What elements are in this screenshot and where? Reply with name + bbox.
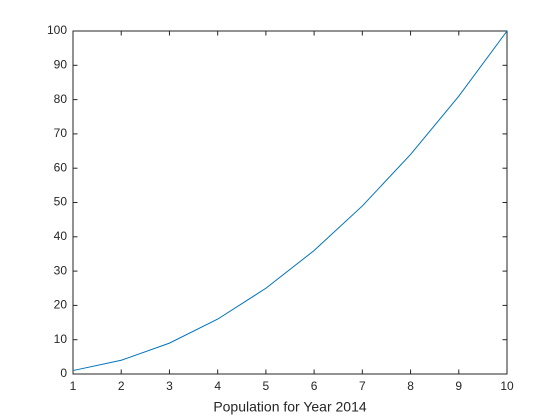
y-tick-label: 70 — [54, 126, 68, 140]
data-line — [72, 30, 508, 372]
axes-box — [72, 30, 508, 375]
y-tick-label: 20 — [54, 298, 68, 312]
y-tick-label: 0 — [60, 366, 67, 380]
x-tick-label: 1 — [70, 379, 77, 393]
y-tick-label: 80 — [54, 92, 68, 106]
x-tick-label: 10 — [500, 379, 514, 393]
x-axis-label: Population for Year 2014 — [213, 399, 367, 415]
y-tick-label: 30 — [54, 263, 68, 277]
y-tick-label: 50 — [54, 195, 68, 209]
y-tick-label: 90 — [54, 57, 68, 71]
x-tick-label: 4 — [214, 379, 221, 393]
x-tick-label: 5 — [263, 379, 270, 393]
x-tick-label: 2 — [118, 379, 125, 393]
x-tick-label: 3 — [166, 379, 173, 393]
y-tick-label: 10 — [54, 332, 68, 346]
x-tick-label: 6 — [311, 379, 318, 393]
x-tick-label: 7 — [359, 379, 366, 393]
y-tick-label: 40 — [54, 229, 68, 243]
x-tick-label: 8 — [407, 379, 414, 393]
y-tick-label: 100 — [47, 23, 67, 37]
x-tick-label: 9 — [455, 379, 462, 393]
y-tick-label: 60 — [54, 160, 68, 174]
